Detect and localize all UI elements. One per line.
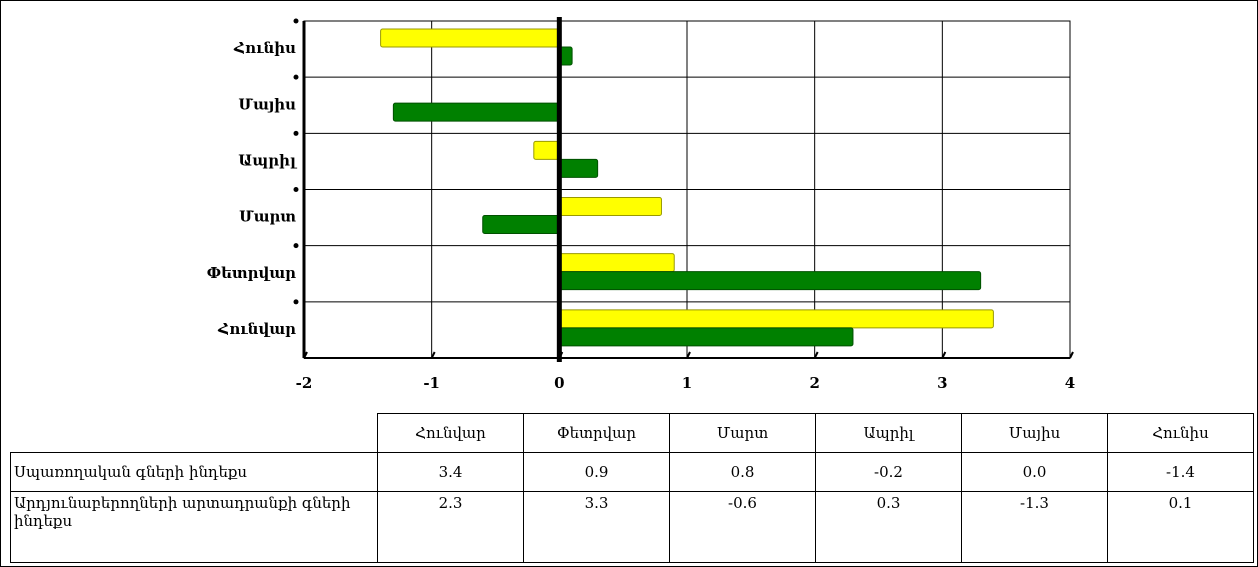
- x-tick-label: 3: [937, 374, 947, 392]
- bar: [558, 309, 994, 329]
- x-tick-label: 0: [554, 374, 564, 392]
- bar: [380, 28, 560, 48]
- x-tick-label: 2: [809, 374, 819, 392]
- table-cell: -1.3: [961, 491, 1108, 563]
- axis-dot: [293, 187, 299, 192]
- table-cell: -1.4: [1107, 452, 1254, 492]
- axis-dot: [293, 18, 299, 24]
- bar: [558, 197, 662, 216]
- table-cell: 3.4: [377, 452, 524, 492]
- table-cell: Հունիս: [1107, 413, 1254, 453]
- data-table: Հունվար Փետրվար Մարտ Ապրիլ Մայիս Հունիս Սպառող…: [10, 413, 1254, 563]
- chart: -2 -1 0 1 2 3 4 Հունվար Փետրվար Մարտ Ապրիլ Մայիս Հու…: [207, 17, 1075, 392]
- y-tick-label: Հունվար: [217, 320, 296, 338]
- bar: [533, 140, 560, 160]
- x-tick-label: -1: [423, 374, 440, 392]
- axis-dot: [293, 130, 299, 136]
- table-cell: 0.9: [523, 452, 670, 492]
- x-tick-label: -2: [296, 374, 313, 392]
- table-cell: 0.3: [815, 491, 962, 563]
- table-cell: 0.8: [669, 452, 816, 492]
- axis-dot: [293, 243, 299, 249]
- table-cell: Մայիս: [961, 413, 1108, 453]
- y-tick-label: Ապրիլ: [238, 151, 298, 169]
- y-tick-label: Փետրվար: [207, 264, 296, 282]
- x-tick-label: 4: [1065, 374, 1075, 392]
- table-cell: Արդյունաբերողների արտադրանքի գների ինդեք…: [10, 491, 378, 563]
- bar: [558, 327, 854, 347]
- table-cell: Հունվար: [377, 413, 524, 453]
- bar: [482, 215, 560, 234]
- table-cell: 0.0: [961, 452, 1108, 492]
- bar: [558, 271, 982, 291]
- x-tick-label: 1: [682, 374, 692, 392]
- table-cell: 3.3: [523, 491, 670, 563]
- table-cell: 2.3: [377, 491, 524, 563]
- axis-dot: [293, 74, 299, 80]
- table-cell: -0.6: [669, 491, 816, 563]
- table-cell: Մարտ: [669, 413, 816, 453]
- bar: [558, 253, 675, 273]
- bar: [392, 102, 560, 122]
- tick-mark: [1069, 351, 1074, 359]
- table-cell: 0.1: [1107, 491, 1254, 563]
- y-tick-label: Մայիս: [238, 95, 296, 113]
- table-cell: Սպառողական գների ինդեքս: [10, 452, 378, 492]
- bar: [558, 158, 599, 178]
- table-cell: Փետրվար: [523, 413, 670, 453]
- table-cell: -0.2: [815, 452, 962, 492]
- table-cell: Ապրիլ: [815, 413, 962, 453]
- y-tick-label: Հունիս: [233, 39, 296, 57]
- axis-dot: [293, 299, 299, 305]
- y-tick-label: Մարտ: [239, 208, 296, 226]
